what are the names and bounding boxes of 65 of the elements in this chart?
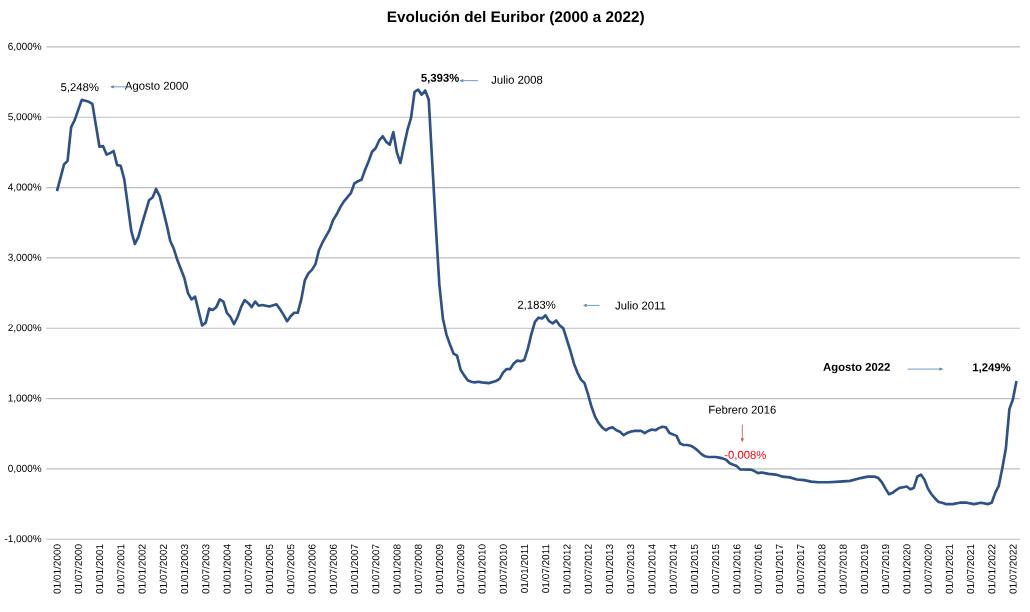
x-tick-label: 01/01/2016 bbox=[733, 544, 741, 594]
x-tick-label: 01/01/2014 bbox=[648, 544, 656, 594]
x-tick-label: 01/01/2007 bbox=[350, 544, 359, 594]
x-tick-label: 01/01/2004 bbox=[223, 544, 231, 594]
annotation: Febrero 2016 bbox=[709, 405, 776, 414]
x-tick-label: 01/07/2007 bbox=[371, 544, 380, 594]
x-tick-label: 01/01/2013 bbox=[605, 544, 613, 594]
x-tick-label: 01/01/2005 bbox=[265, 544, 274, 594]
y-tick-label: 3,000% bbox=[8, 253, 42, 262]
x-tick-label: 01/07/2009 bbox=[456, 544, 465, 594]
x-tick-label: 01/07/2018 bbox=[839, 544, 847, 594]
x-tick-label: 01/01/2002 bbox=[138, 544, 146, 594]
x-tick-label: 01/07/2006 bbox=[329, 544, 337, 594]
x-tick-label: 01/01/2020 bbox=[903, 544, 911, 594]
x-tick-label: 01/07/2016 bbox=[754, 544, 762, 594]
annotation: 2,183% bbox=[517, 300, 556, 310]
x-tick-label: 01/01/2008 bbox=[393, 544, 401, 594]
annotation: Julio 2011 bbox=[615, 301, 666, 310]
x-tick-label: 01/07/2022 bbox=[1009, 544, 1017, 594]
x-tick-label: 01/01/2009 bbox=[435, 544, 444, 594]
x-tick-label: 01/01/2011 bbox=[520, 544, 528, 593]
x-tick-label: 01/01/2003 bbox=[180, 544, 189, 594]
x-tick-label: 01/01/2000 bbox=[53, 544, 61, 594]
x-tick-label: 01/07/2021 bbox=[966, 544, 975, 594]
x-tick-label: 01/07/2012 bbox=[584, 544, 592, 594]
x-tick-label: 01/07/2015 bbox=[711, 544, 720, 594]
x-tick-label: 01/01/2022 bbox=[988, 544, 996, 594]
chart-title: Evolución del Euribor (2000 a 2022) bbox=[387, 10, 644, 26]
y-tick-label: 5,000% bbox=[8, 113, 42, 122]
annotation: -0,008% bbox=[724, 450, 766, 461]
x-tick-label: 01/07/2001 bbox=[117, 544, 125, 594]
x-tick-label: 01/01/2019 bbox=[860, 544, 868, 594]
x-tick-label: 01/07/2014 bbox=[669, 544, 677, 594]
x-tick-label: 01/01/2021 bbox=[945, 544, 953, 594]
x-tick-label: 01/07/2011 bbox=[541, 544, 550, 593]
x-tick-label: 01/01/2010 bbox=[478, 544, 486, 594]
x-tick-label: 01/07/2010 bbox=[499, 544, 507, 594]
x-tick-label: 01/01/2018 bbox=[818, 544, 826, 594]
x-tick-label: 01/01/2012 bbox=[563, 544, 571, 594]
y-tick-label: 0,000% bbox=[8, 464, 42, 473]
x-tick-label: 01/07/2005 bbox=[286, 544, 295, 594]
x-tick-label: 01/07/2003 bbox=[202, 544, 210, 594]
annotation: 5,248% bbox=[61, 83, 99, 93]
x-tick-label: 01/07/2017 bbox=[796, 544, 805, 594]
x-tick-label: 01/01/2006 bbox=[308, 544, 316, 594]
x-tick-label: 01/01/2017 bbox=[775, 544, 783, 594]
annotation: Agosto 2000 bbox=[124, 81, 188, 92]
x-tick-label: 01/01/2015 bbox=[690, 544, 698, 594]
annotation: Julio 2008 bbox=[491, 75, 543, 84]
y-tick-label: 4,000% bbox=[8, 183, 42, 192]
x-tick-label: 01/07/2000 bbox=[74, 544, 82, 594]
x-tick-label: 01/07/2002 bbox=[159, 544, 167, 594]
y-tick-label: 2,000% bbox=[8, 324, 42, 333]
annotation: 1,249% bbox=[973, 363, 1011, 373]
annotation: 5,393% bbox=[421, 73, 459, 84]
x-tick-label: 01/07/2004 bbox=[244, 544, 252, 594]
x-tick-label: 01/07/2008 bbox=[414, 544, 422, 594]
x-tick-label: 01/01/2001 bbox=[95, 544, 104, 594]
x-tick-label: 01/07/2013 bbox=[626, 544, 635, 594]
y-tick-label: 1,000% bbox=[8, 394, 42, 403]
y-tick-label: -1,000% bbox=[4, 535, 42, 544]
x-tick-label: 01/07/2020 bbox=[924, 544, 932, 594]
x-tick-label: 01/07/2019 bbox=[881, 544, 890, 594]
y-tick-label: 6,000% bbox=[8, 42, 42, 51]
annotation: Agosto 2022 bbox=[823, 362, 890, 374]
